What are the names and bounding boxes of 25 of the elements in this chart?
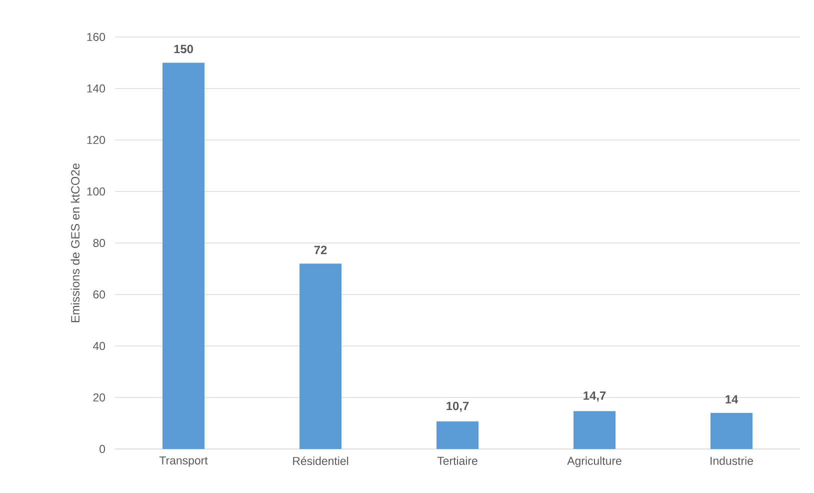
y-tick-label: 20 xyxy=(93,393,106,402)
data-label: 14 xyxy=(726,395,738,404)
x-tick-label: Agriculture xyxy=(567,456,622,468)
bar xyxy=(436,421,479,449)
bar xyxy=(710,412,753,449)
bar xyxy=(300,264,342,449)
data-label: 72 xyxy=(314,246,327,254)
y-axis-title: Emissions de GES en ktCO2e xyxy=(70,163,80,322)
x-tick-label: Tertiaire xyxy=(437,456,478,465)
y-tick-label: 60 xyxy=(93,290,106,299)
y-tick-label: 0 xyxy=(100,444,106,454)
bar xyxy=(574,411,616,449)
x-tick-label: Résidentiel xyxy=(293,456,348,466)
data-label: 14,7 xyxy=(584,392,606,402)
y-tick-label: 120 xyxy=(87,136,106,144)
y-tick-label: 140 xyxy=(87,84,106,93)
y-tick-label: 160 xyxy=(87,32,106,42)
data-label: 150 xyxy=(174,44,193,54)
x-tick-label: Transport xyxy=(159,456,208,467)
y-tick-label: 40 xyxy=(93,342,106,350)
data-label: 10,7 xyxy=(446,402,469,412)
bar xyxy=(162,62,205,449)
y-tick-label: 100 xyxy=(87,187,106,196)
y-tick-label: 80 xyxy=(93,238,106,248)
x-tick-label: Industrie xyxy=(710,456,753,465)
